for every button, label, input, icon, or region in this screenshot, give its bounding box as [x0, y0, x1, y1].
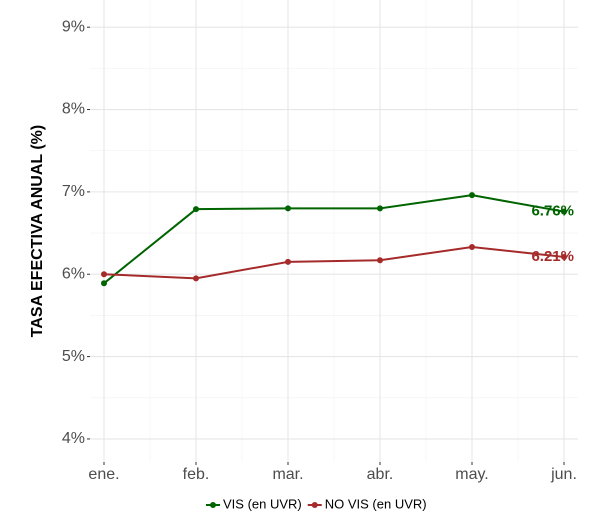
data-point	[101, 280, 107, 287]
legend-label: NO VIS (en UVR)	[325, 496, 427, 511]
x-tick-label: may.	[455, 466, 488, 483]
x-tick-label: feb.	[183, 466, 210, 483]
data-point	[469, 244, 475, 251]
y-tick-label: 7%	[62, 183, 85, 200]
data-point	[285, 205, 291, 212]
data-point	[101, 271, 107, 278]
data-point	[377, 257, 383, 264]
y-tick-label: 6%	[62, 265, 85, 282]
data-point	[561, 208, 567, 215]
data-point	[285, 258, 291, 265]
legend-label: VIS (en UVR)	[223, 496, 302, 511]
y-tick-label: 8%	[62, 101, 85, 118]
data-point	[469, 192, 475, 199]
value-label: 6.76%	[531, 203, 574, 220]
x-tick-label: jun.	[550, 466, 577, 483]
legend-key-point	[311, 502, 318, 508]
data-point	[193, 206, 199, 213]
data-point	[377, 205, 383, 212]
legend-key-point	[210, 502, 216, 508]
data-point	[193, 275, 199, 282]
x-tick-label: abr.	[367, 466, 394, 483]
series-line	[103, 246, 565, 280]
series-line	[103, 194, 565, 285]
x-tick-label: mar.	[272, 466, 303, 483]
data-point	[561, 253, 567, 260]
value-label: 6.21%	[531, 248, 574, 265]
y-tick-label: 9%	[62, 18, 85, 35]
legend: VIS (en UVR) NO VIS (en UVR)	[206, 496, 427, 511]
x-tick-label: ene.	[88, 466, 119, 483]
y-tick-label: 4%	[62, 430, 85, 447]
y-tick-label: 5%	[62, 348, 85, 365]
y-axis-title: TASA EFECTIVA ANUAL (%)	[29, 125, 46, 337]
